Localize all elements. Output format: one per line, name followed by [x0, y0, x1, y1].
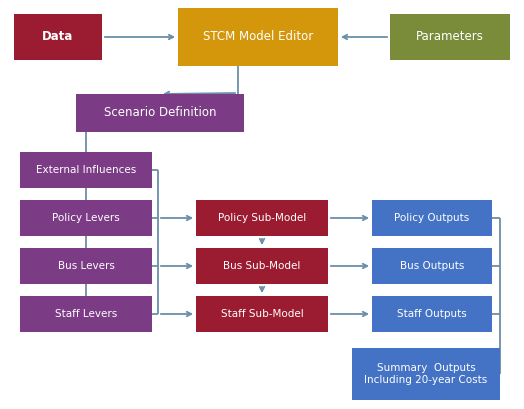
FancyBboxPatch shape [20, 248, 152, 284]
Text: Staff Outputs: Staff Outputs [397, 309, 467, 319]
Text: External Influences: External Influences [36, 165, 136, 175]
FancyBboxPatch shape [372, 296, 492, 332]
FancyBboxPatch shape [20, 200, 152, 236]
Text: Staff Sub-Model: Staff Sub-Model [221, 309, 303, 319]
Text: Scenario Definition: Scenario Definition [104, 106, 216, 119]
FancyBboxPatch shape [20, 152, 152, 188]
FancyBboxPatch shape [390, 14, 510, 60]
Text: Summary  Outputs
Including 20-year Costs: Summary Outputs Including 20-year Costs [364, 363, 488, 385]
FancyBboxPatch shape [372, 248, 492, 284]
FancyBboxPatch shape [196, 296, 328, 332]
Text: Policy Levers: Policy Levers [52, 213, 120, 223]
Text: Policy Outputs: Policy Outputs [395, 213, 470, 223]
Text: Bus Outputs: Bus Outputs [400, 261, 464, 271]
Text: STCM Model Editor: STCM Model Editor [203, 31, 313, 43]
Text: Bus Sub-Model: Bus Sub-Model [223, 261, 301, 271]
Text: Policy Sub-Model: Policy Sub-Model [218, 213, 306, 223]
FancyBboxPatch shape [196, 200, 328, 236]
FancyBboxPatch shape [178, 8, 338, 66]
FancyBboxPatch shape [14, 14, 102, 60]
FancyBboxPatch shape [196, 248, 328, 284]
FancyBboxPatch shape [372, 200, 492, 236]
Text: Data: Data [42, 31, 74, 43]
Text: Parameters: Parameters [416, 31, 484, 43]
FancyBboxPatch shape [76, 94, 244, 132]
Text: Staff Levers: Staff Levers [55, 309, 117, 319]
FancyBboxPatch shape [20, 296, 152, 332]
FancyBboxPatch shape [352, 348, 500, 400]
Text: Bus Levers: Bus Levers [58, 261, 114, 271]
